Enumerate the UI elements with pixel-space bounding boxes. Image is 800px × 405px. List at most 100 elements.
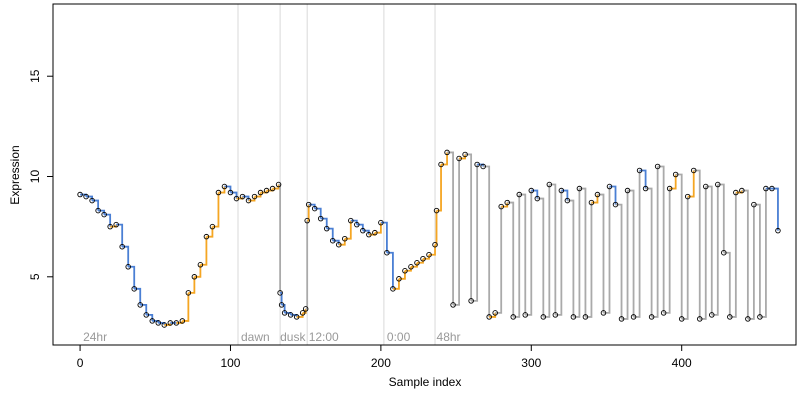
data-point: [492, 310, 498, 316]
line-segment: [711, 184, 719, 316]
x-tick-label: 200: [371, 356, 391, 370]
x-axis-label: Sample index: [389, 375, 462, 389]
data-point: [354, 221, 360, 228]
line-segment: [436, 164, 442, 212]
annotation-label: 12:00: [309, 330, 339, 344]
line-segment: [549, 183, 557, 315]
line-segment: [386, 251, 394, 289]
y-axis: 5 10 15: [28, 69, 54, 280]
data-point: [77, 191, 83, 198]
data-point: [582, 314, 589, 320]
line-segment: [663, 188, 671, 314]
line-segment: [344, 220, 352, 240]
line-segment: [356, 223, 364, 231]
data-point: [534, 195, 541, 202]
data-point: [654, 163, 661, 170]
line-segment: [182, 292, 190, 322]
data-point: [336, 241, 342, 248]
data-point: [456, 155, 462, 162]
line-segment: [374, 222, 382, 234]
line-segment: [579, 187, 587, 317]
data-point: [215, 189, 222, 196]
data-point: [278, 302, 285, 308]
line-segment: [693, 169, 701, 319]
line-segment: [651, 166, 659, 318]
data-point: [330, 237, 336, 244]
data-point: [672, 171, 679, 178]
line-segment: [453, 158, 460, 306]
line-segment: [723, 251, 731, 317]
x-tick-label: 100: [220, 356, 240, 370]
data-point: [227, 189, 234, 196]
line-segment: [675, 173, 683, 319]
data-point: [703, 183, 709, 190]
data-point: [642, 185, 649, 192]
data-point: [558, 187, 565, 194]
line-segment: [280, 291, 283, 305]
data-point: [522, 312, 529, 318]
data-point: [348, 217, 354, 224]
line-segment: [543, 184, 551, 318]
line-segment: [116, 223, 124, 247]
line-segment: [759, 188, 767, 318]
data-point: [678, 316, 685, 322]
line-segment: [681, 196, 689, 320]
x-tick-label: 400: [672, 356, 692, 370]
data-point: [173, 320, 180, 326]
y-tick-label: 5: [28, 273, 42, 280]
data-point: [342, 235, 348, 242]
data-point: [89, 197, 95, 204]
y-axis-label: Expression: [8, 145, 22, 204]
line-segment: [747, 204, 755, 320]
data-point: [432, 241, 438, 248]
line-segment: [699, 186, 707, 320]
data-point: [414, 260, 420, 266]
data-point: [648, 314, 655, 320]
line-segment: [741, 189, 749, 319]
line-segment: [224, 185, 232, 193]
data-point: [570, 314, 577, 320]
data-point: [302, 306, 309, 312]
data-point: [775, 227, 781, 234]
data-point: [221, 183, 228, 190]
data-point: [552, 312, 559, 318]
data-point: [660, 310, 667, 316]
data-point: [317, 215, 324, 222]
data-point: [745, 316, 751, 322]
data-point: [305, 201, 312, 208]
line-segment: [567, 199, 575, 317]
data-point: [751, 201, 757, 208]
data-point: [588, 199, 595, 206]
line-segment: [513, 194, 521, 318]
data-point: [185, 290, 192, 296]
data-point: [203, 233, 210, 240]
line-segment: [687, 170, 695, 198]
line-segment: [218, 186, 226, 194]
data-points-layer: [77, 149, 781, 328]
line-segment: [537, 197, 545, 317]
x-axis: 0 100 200 300 400: [77, 344, 692, 370]
line-segment: [398, 270, 406, 280]
data-point: [498, 203, 504, 210]
data-point: [438, 161, 444, 168]
line-segment: [645, 187, 653, 317]
data-point: [450, 302, 456, 308]
data-point: [161, 322, 168, 328]
data-point: [257, 189, 264, 196]
data-point: [269, 185, 276, 192]
line-segment: [92, 199, 100, 211]
data-point: [618, 316, 625, 322]
data-point: [528, 187, 535, 194]
line-segment: [531, 189, 539, 199]
data-point: [486, 314, 492, 320]
data-point: [95, 207, 101, 214]
data-point: [666, 185, 673, 192]
line-segment: [585, 202, 593, 318]
data-point: [372, 229, 378, 236]
line-segment: [305, 220, 309, 310]
data-point: [149, 318, 156, 324]
data-point: [131, 286, 137, 292]
line-segment: [495, 206, 503, 314]
